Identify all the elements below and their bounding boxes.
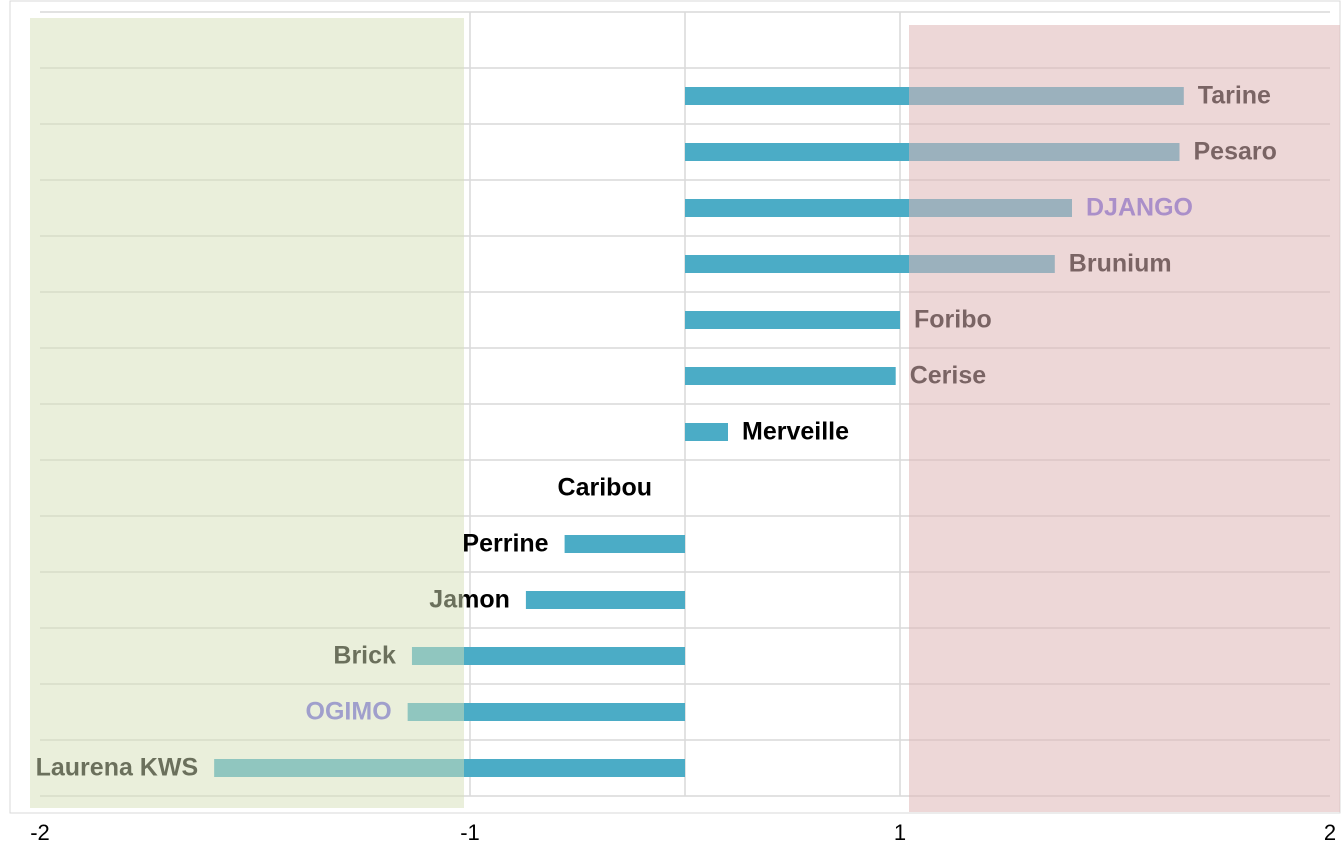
shaded-band	[30, 18, 464, 808]
x-tick-label: 1	[894, 820, 906, 845]
bar	[525, 591, 685, 609]
shaded-band	[909, 25, 1340, 812]
bar	[685, 311, 900, 329]
x-tick-label: 2	[1324, 820, 1336, 845]
bar	[407, 703, 685, 721]
category-label: Merveille	[742, 418, 849, 446]
bar	[685, 367, 896, 385]
bar	[685, 423, 728, 441]
x-tick-label: -1	[460, 820, 480, 845]
category-label: Caribou	[558, 474, 652, 502]
x-tick-label: -2	[30, 820, 50, 845]
category-label: Perrine	[462, 530, 548, 558]
bar	[411, 647, 685, 665]
bar	[564, 535, 685, 553]
